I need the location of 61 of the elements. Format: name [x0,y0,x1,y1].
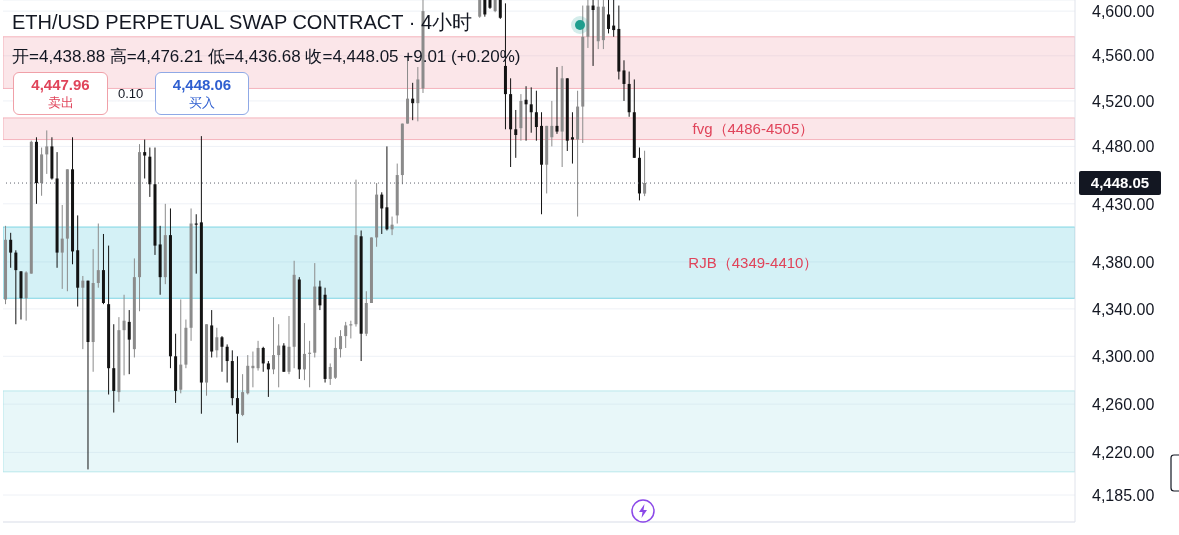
candlestick [380,191,384,235]
candlestick [261,346,265,373]
candlestick [385,145,389,231]
candlestick [344,321,348,349]
candlestick [612,0,616,38]
candlestick [112,323,116,414]
candlestick [555,66,559,135]
y-tick-label: 4,480.00 [1092,138,1155,156]
candlestick [607,0,611,34]
candlestick [302,322,306,381]
candlestick [570,111,574,165]
band-label: fvg（4486-4505） [692,119,815,137]
candlestick [143,139,147,179]
y-tick-label: 4,220.00 [1092,444,1155,462]
candlestick [220,335,224,373]
candlestick [96,223,100,289]
annotation: 0.10 [118,86,144,101]
candlestick [9,232,13,269]
candlestick [127,309,131,375]
candlestick [339,329,343,358]
candlestick [318,280,322,311]
y-tick-label: 4,600.00 [1092,2,1155,20]
candlestick [416,66,420,122]
candlestick [498,0,502,20]
y-tick-label: 4,260.00 [1092,395,1155,413]
candlestick [277,323,281,388]
candlestick [266,360,270,398]
candlestick [256,340,260,372]
candlestick [622,59,626,102]
candlestick [194,213,198,275]
candlestick [534,90,538,142]
band-label: RJB（4349-4410） [688,253,819,271]
y-tick-label: 4,430.00 [1092,195,1155,213]
candlestick [225,343,229,384]
candlestick [272,316,276,375]
annotation: 4,447.96 [30,76,91,93]
candlestick [81,275,85,350]
y-tick-label: 4,380.00 [1092,253,1155,271]
candlestick [122,294,126,376]
candlestick [14,249,18,325]
candlestick [45,129,49,175]
candlestick [514,109,518,159]
y-tick-label: 4,300.00 [1092,347,1155,365]
y-tick-label: 4,560.00 [1092,47,1155,65]
candlestick [215,327,219,358]
ref-line-label: 4,448.05 [1090,174,1150,192]
annotation: 买入 [188,94,216,112]
y-tick-label: 4,340.00 [1092,300,1155,318]
text: ETH/USD PERPETUAL SWAP CONTRACT · 4小时 [12,10,473,35]
candlestick [241,373,245,417]
y-tick-label: 4,185.00 [1092,486,1155,504]
annotation: 4,448.06 [171,76,233,93]
annotation: 卖出 [46,94,75,112]
candlestick [328,362,332,386]
candlestick [643,150,647,197]
candlestick [550,100,554,147]
y-tick-label: 4,520.00 [1092,92,1155,110]
candlestick [60,204,64,290]
candlestick [529,86,533,134]
candlestick [591,0,595,67]
candlestick [235,355,239,444]
